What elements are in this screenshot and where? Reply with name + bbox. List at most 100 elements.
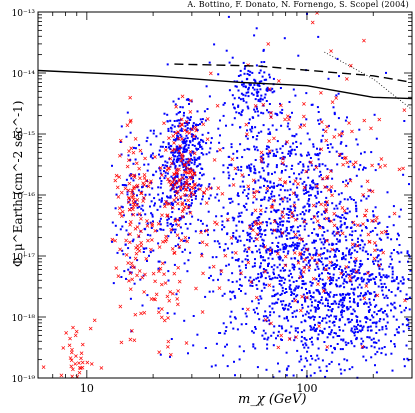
data-point (316, 215, 319, 218)
data-point (262, 104, 265, 107)
data-point (275, 164, 278, 167)
data-point (197, 148, 200, 150)
data-point (167, 279, 170, 282)
data-point (302, 240, 304, 243)
data-point (273, 219, 276, 221)
data-point (352, 308, 355, 311)
data-point (192, 177, 194, 180)
data-point-cross (140, 275, 145, 280)
data-point-cross (193, 182, 197, 186)
data-point-cross (142, 196, 146, 200)
data-point-cross (204, 187, 209, 192)
data-point (247, 197, 250, 200)
data-point-cross (135, 198, 140, 202)
data-point-cross (324, 209, 328, 214)
data-point (277, 330, 280, 333)
data-point-cross (139, 191, 144, 196)
data-point (341, 130, 344, 133)
data-point-cross (136, 234, 141, 238)
data-point (149, 251, 152, 254)
data-point (141, 204, 144, 207)
data-point (270, 195, 273, 198)
data-point (382, 293, 385, 296)
data-point (273, 195, 276, 198)
data-point-cross (178, 124, 182, 129)
data-point (362, 294, 365, 297)
data-point-cross (319, 202, 323, 207)
data-point (256, 95, 259, 97)
data-point (230, 197, 233, 200)
data-point (271, 91, 274, 94)
data-point (312, 253, 315, 256)
data-point (359, 294, 362, 297)
data-point (340, 135, 343, 138)
data-point (406, 252, 409, 255)
data-point-cross (270, 205, 275, 209)
data-point-cross (174, 195, 179, 200)
data-point (402, 282, 404, 285)
data-point (256, 312, 259, 315)
data-point-cross (162, 272, 166, 277)
data-point-cross (216, 186, 221, 191)
data-point-cross (164, 237, 169, 242)
data-point (200, 145, 203, 148)
data-point (185, 143, 188, 146)
data-point (207, 131, 210, 134)
data-point-cross (310, 256, 315, 260)
data-point-cross (138, 176, 142, 181)
data-point (371, 314, 373, 317)
data-point (281, 200, 284, 203)
data-point (169, 195, 172, 198)
data-point-cross (167, 298, 172, 303)
data-point (315, 289, 318, 292)
data-point (351, 246, 354, 249)
data-point (248, 118, 251, 121)
data-point (341, 157, 344, 159)
data-point (174, 103, 177, 106)
data-point (172, 185, 175, 188)
data-point (302, 343, 305, 346)
data-point-cross (245, 132, 249, 137)
data-point (325, 314, 328, 317)
data-point-cross (128, 232, 132, 236)
data-point (335, 94, 338, 97)
data-point (330, 331, 333, 334)
data-point-cross (125, 123, 130, 128)
data-point (353, 328, 356, 331)
y-tick-label: 10⁻¹⁶ (12, 192, 36, 202)
data-point-cross (79, 351, 84, 356)
data-point (250, 237, 253, 240)
data-point (172, 224, 175, 226)
data-point-cross (279, 333, 284, 338)
data-point (155, 135, 158, 138)
data-point (261, 75, 264, 78)
data-point (344, 254, 347, 257)
data-point (198, 141, 201, 144)
data-point (250, 163, 253, 166)
data-point-cross (200, 310, 205, 314)
data-point (275, 148, 278, 151)
data-point (382, 311, 385, 314)
data-point (365, 293, 368, 296)
data-point (246, 238, 249, 241)
data-point (152, 249, 155, 252)
data-point (310, 336, 313, 339)
data-point (301, 306, 304, 309)
data-point (273, 302, 276, 305)
data-point (362, 340, 365, 343)
data-point (409, 269, 412, 272)
data-point (353, 325, 356, 328)
data-point-cross (364, 284, 369, 288)
data-point (238, 288, 241, 290)
data-point (306, 256, 309, 259)
data-point (360, 342, 363, 345)
data-point (366, 290, 369, 293)
data-point (232, 219, 235, 222)
data-point (308, 194, 310, 197)
data-point (357, 269, 360, 272)
data-point (268, 76, 271, 79)
data-point (324, 164, 327, 167)
data-point (358, 272, 361, 275)
data-point-cross (193, 125, 198, 130)
data-point (408, 183, 410, 186)
